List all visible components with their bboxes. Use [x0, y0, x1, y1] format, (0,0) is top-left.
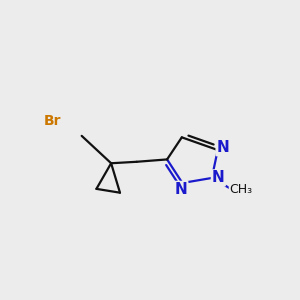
Text: N: N	[212, 170, 225, 185]
Text: N: N	[217, 140, 230, 155]
Text: N: N	[175, 182, 187, 197]
Text: CH₃: CH₃	[230, 183, 253, 196]
Text: Br: Br	[44, 114, 61, 128]
